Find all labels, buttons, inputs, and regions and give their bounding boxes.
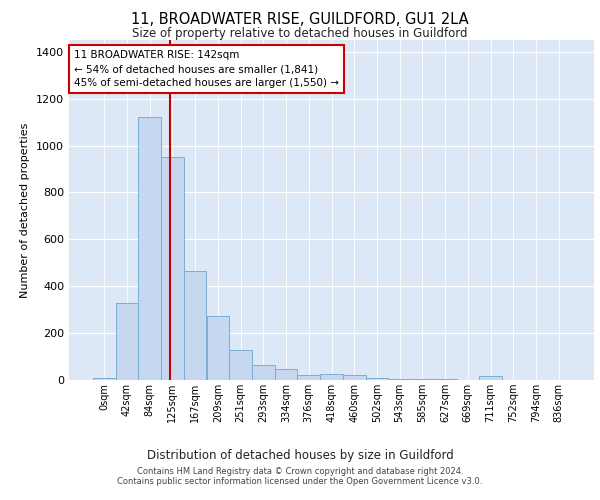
Bar <box>434 379 457 380</box>
Bar <box>479 376 502 380</box>
Bar <box>116 302 139 380</box>
Text: 11, BROADWATER RISE, GUILDFORD, GU1 2LA: 11, BROADWATER RISE, GUILDFORD, GU1 2LA <box>131 12 469 28</box>
Bar <box>365 378 388 380</box>
Bar <box>184 271 206 380</box>
Bar <box>229 350 252 380</box>
Text: Contains HM Land Registry data © Crown copyright and database right 2024.: Contains HM Land Registry data © Crown c… <box>137 467 463 476</box>
Bar <box>343 376 365 380</box>
Y-axis label: Number of detached properties: Number of detached properties <box>20 122 31 298</box>
Bar <box>275 370 298 380</box>
Bar <box>206 316 229 380</box>
Text: Size of property relative to detached houses in Guildford: Size of property relative to detached ho… <box>132 28 468 40</box>
Bar <box>139 118 161 380</box>
Bar <box>388 379 411 380</box>
Bar <box>298 376 320 380</box>
Text: Distribution of detached houses by size in Guildford: Distribution of detached houses by size … <box>146 450 454 462</box>
Bar <box>320 374 343 380</box>
Text: Contains public sector information licensed under the Open Government Licence v3: Contains public sector information licen… <box>118 477 482 486</box>
Bar <box>411 379 434 380</box>
Bar <box>161 157 184 380</box>
Bar <box>252 365 275 380</box>
Bar <box>93 378 116 380</box>
Text: 11 BROADWATER RISE: 142sqm
← 54% of detached houses are smaller (1,841)
45% of s: 11 BROADWATER RISE: 142sqm ← 54% of deta… <box>74 50 339 88</box>
